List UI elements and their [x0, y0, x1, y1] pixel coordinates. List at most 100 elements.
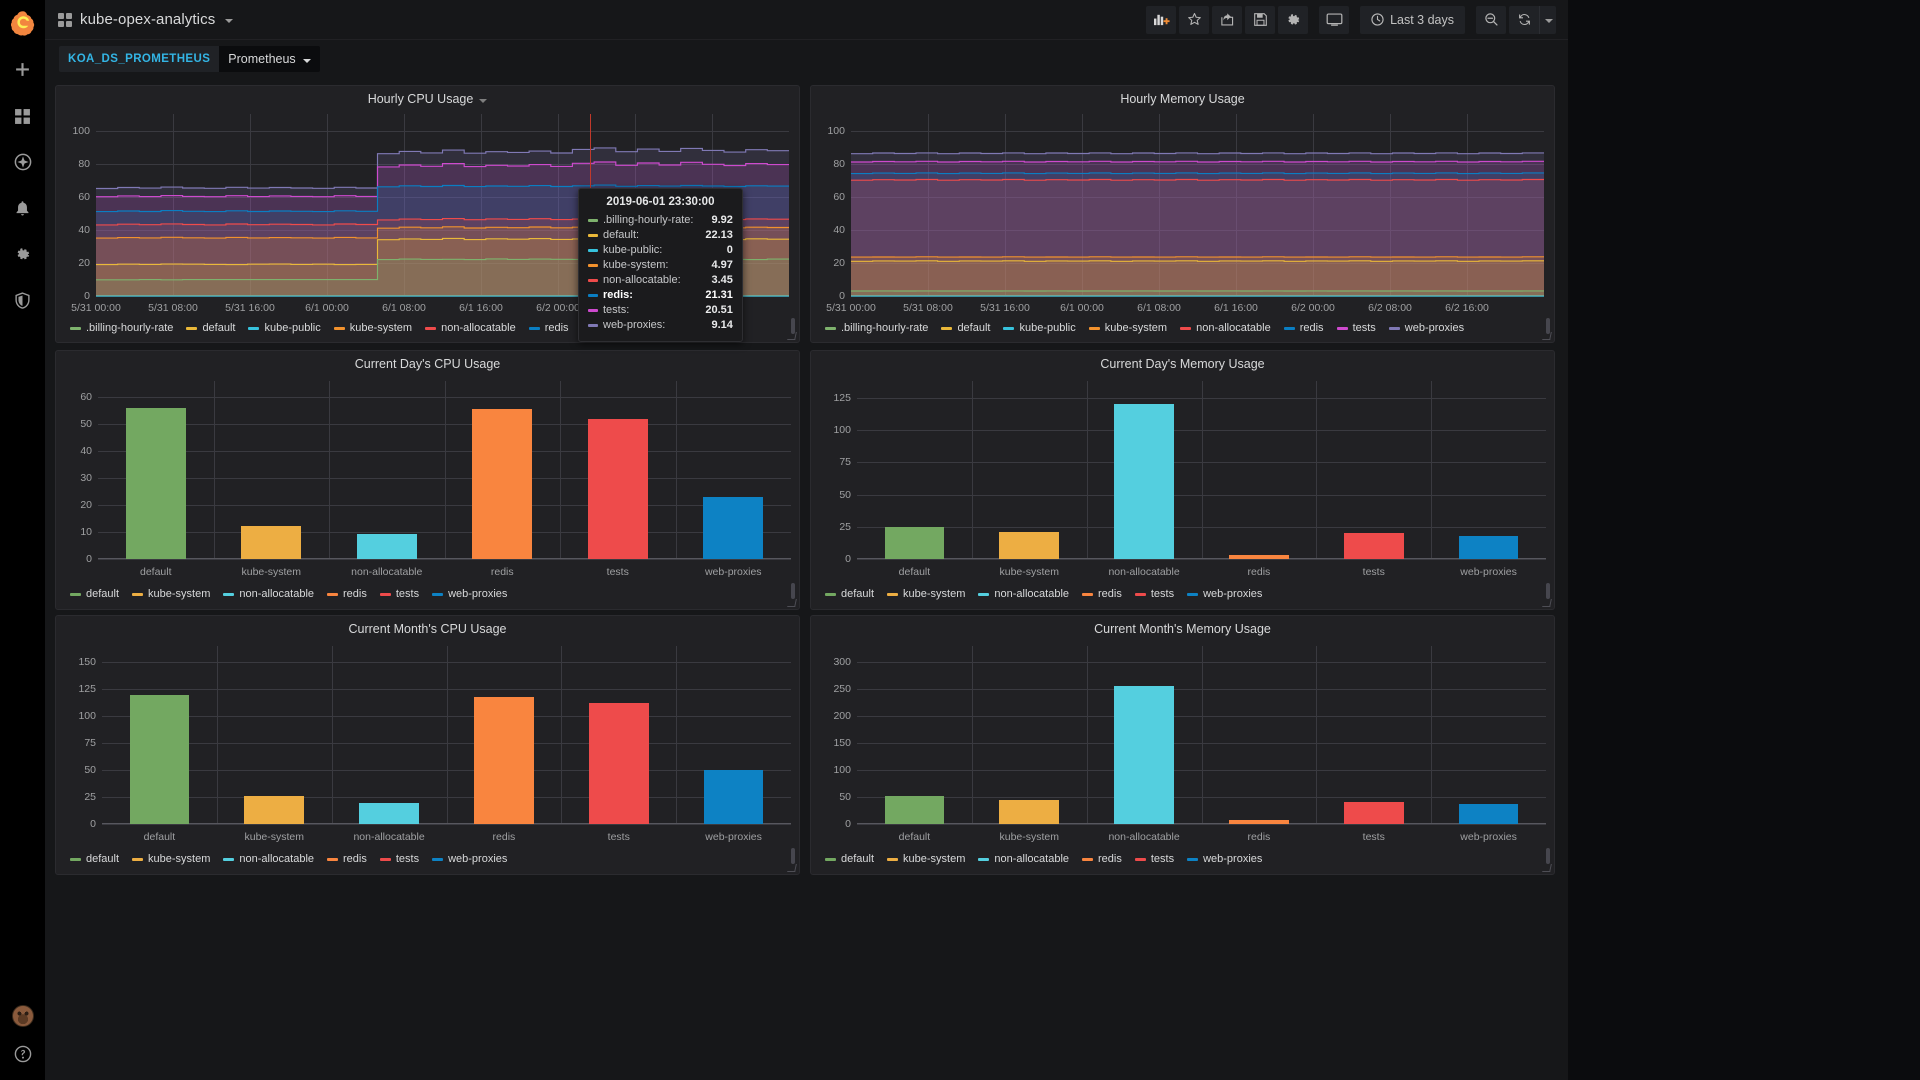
legend-item[interactable]: kube-system — [132, 853, 210, 865]
legend-item[interactable]: non-allocatable — [425, 322, 516, 334]
legend-item[interactable]: kube-system — [1088, 322, 1167, 334]
tv-mode-button[interactable] — [1319, 5, 1350, 34]
bar[interactable] — [999, 531, 1060, 559]
bar[interactable] — [588, 703, 649, 824]
panel-scroll-nub[interactable] — [1546, 318, 1550, 334]
grafana-logo-icon[interactable] — [0, 6, 45, 40]
datasource-variable[interactable]: KOA_DS_PROMETHEUS Prometheus — [59, 46, 320, 72]
legend-item[interactable]: web-proxies — [1388, 322, 1464, 334]
bar[interactable] — [474, 696, 534, 824]
bar[interactable] — [1458, 804, 1519, 824]
bar[interactable] — [1114, 686, 1174, 824]
time-range-picker[interactable]: Last 3 days — [1360, 5, 1465, 34]
panel-month-cpu-usage[interactable]: Current Month's CPU Usage 0 25 50 75 100 125 1… — [55, 615, 800, 875]
share-button[interactable] — [1212, 5, 1243, 34]
panel-resize-handle[interactable] — [1542, 331, 1552, 341]
legend-item[interactable]: tests — [1134, 853, 1174, 865]
legend-item[interactable]: non-allocatable — [1180, 322, 1271, 334]
panel-title[interactable]: Current Day's Memory Usage — [811, 357, 1554, 371]
add-panel-button[interactable] — [1146, 5, 1177, 34]
panel-title[interactable]: Current Day's CPU Usage — [56, 357, 799, 371]
chevron-down-icon[interactable] — [479, 98, 488, 103]
datasource-variable-value[interactable]: Prometheus — [219, 46, 320, 72]
bar[interactable] — [999, 800, 1060, 824]
legend-item[interactable]: default — [941, 322, 990, 334]
legend-item[interactable]: non-allocatable — [223, 588, 314, 600]
bar[interactable] — [884, 795, 945, 824]
settings-button[interactable] — [1278, 5, 1309, 34]
legend-item[interactable]: tests — [379, 853, 419, 865]
sidebar-item-dashboards[interactable] — [0, 100, 45, 132]
panel-month-memory-usage[interactable]: Current Month's Memory Usage 0 50 100 150 20… — [810, 615, 1555, 875]
dashboards-icon[interactable] — [58, 12, 72, 27]
legend-item[interactable]: redis — [528, 322, 569, 334]
legend-item[interactable]: web-proxies — [1187, 588, 1262, 600]
panel-scroll-nub[interactable] — [791, 583, 795, 599]
bar[interactable] — [703, 770, 764, 824]
bar[interactable] — [125, 407, 186, 559]
panel-title[interactable]: Current Month's Memory Usage — [811, 622, 1554, 636]
help-icon[interactable] — [0, 1038, 45, 1070]
legend-item[interactable]: kube-system — [132, 588, 210, 600]
legend-item[interactable]: kube-system — [887, 588, 965, 600]
legend-item[interactable]: web-proxies — [1187, 853, 1262, 865]
bar[interactable] — [241, 525, 302, 559]
legend-item[interactable]: web-proxies — [432, 588, 507, 600]
panel-hourly-memory-usage[interactable]: Hourly Memory Usage 0 20 40 60 80 100 5/31 00:… — [810, 85, 1555, 343]
panel-resize-handle[interactable] — [787, 331, 797, 341]
sidebar-item-server-admin[interactable] — [0, 284, 45, 316]
legend-item[interactable]: .billing-hourly-rate — [825, 322, 928, 334]
bar[interactable] — [587, 418, 648, 559]
bar[interactable] — [129, 694, 190, 824]
zoom-out-button[interactable] — [1476, 5, 1506, 34]
sidebar-item-alerting[interactable] — [0, 192, 45, 224]
save-button[interactable] — [1245, 5, 1276, 34]
legend-item[interactable]: redis — [327, 588, 367, 600]
panel-scroll-nub[interactable] — [1546, 848, 1550, 864]
legend-item[interactable]: kube-public — [1003, 322, 1076, 334]
panel-scroll-nub[interactable] — [1546, 583, 1550, 599]
panel-resize-handle[interactable] — [787, 598, 797, 608]
legend-item[interactable]: tests — [379, 588, 419, 600]
panel-title[interactable]: Current Month's CPU Usage — [56, 622, 799, 636]
bar[interactable] — [1229, 554, 1289, 559]
bar[interactable] — [472, 409, 533, 559]
bar[interactable] — [884, 526, 945, 559]
sidebar-item-configuration[interactable] — [0, 238, 45, 270]
refresh-interval-dropdown[interactable] — [1539, 5, 1556, 34]
sidebar-item-explore[interactable] — [0, 146, 45, 178]
bar[interactable] — [356, 534, 417, 559]
legend-item[interactable]: default — [70, 588, 119, 600]
chevron-down-icon[interactable] — [225, 19, 234, 23]
legend-item[interactable]: redis — [327, 853, 367, 865]
legend-item[interactable]: redis — [1283, 322, 1324, 334]
legend-item[interactable]: kube-system — [333, 322, 412, 334]
legend-item[interactable]: default — [825, 588, 874, 600]
legend-item[interactable]: redis — [1082, 853, 1122, 865]
bar[interactable] — [1343, 802, 1404, 824]
panel-scroll-nub[interactable] — [791, 318, 795, 334]
legend-item[interactable]: kube-public — [248, 322, 321, 334]
page-title[interactable]: kube-opex-analytics — [80, 11, 216, 28]
legend-item[interactable]: kube-system — [887, 853, 965, 865]
panel-day-memory-usage[interactable]: Current Day's Memory Usage 0 25 50 75 100 125… — [810, 350, 1555, 610]
bar[interactable] — [1114, 404, 1174, 559]
panel-resize-handle[interactable] — [1542, 598, 1552, 608]
bar[interactable] — [1458, 535, 1519, 559]
legend-item[interactable]: non-allocatable — [223, 853, 314, 865]
legend-item[interactable]: default — [186, 322, 235, 334]
sidebar-item-create[interactable] — [0, 54, 45, 86]
legend-item[interactable]: default — [70, 853, 119, 865]
bar[interactable] — [244, 795, 305, 824]
bar[interactable] — [703, 496, 764, 559]
star-button[interactable] — [1179, 5, 1210, 34]
avatar[interactable] — [0, 996, 45, 1036]
panel-title[interactable]: Hourly Memory Usage — [811, 92, 1554, 106]
legend-item[interactable]: non-allocatable — [978, 853, 1069, 865]
legend-item[interactable]: redis — [1082, 588, 1122, 600]
legend-item[interactable]: .billing-hourly-rate — [70, 322, 173, 334]
panel-day-cpu-usage[interactable]: Current Day's CPU Usage 0 10 20 30 40 50 60 def… — [55, 350, 800, 610]
legend-item[interactable]: tests — [1134, 588, 1174, 600]
panel-title[interactable]: Hourly CPU Usage — [56, 92, 799, 106]
bar[interactable] — [1343, 533, 1404, 559]
